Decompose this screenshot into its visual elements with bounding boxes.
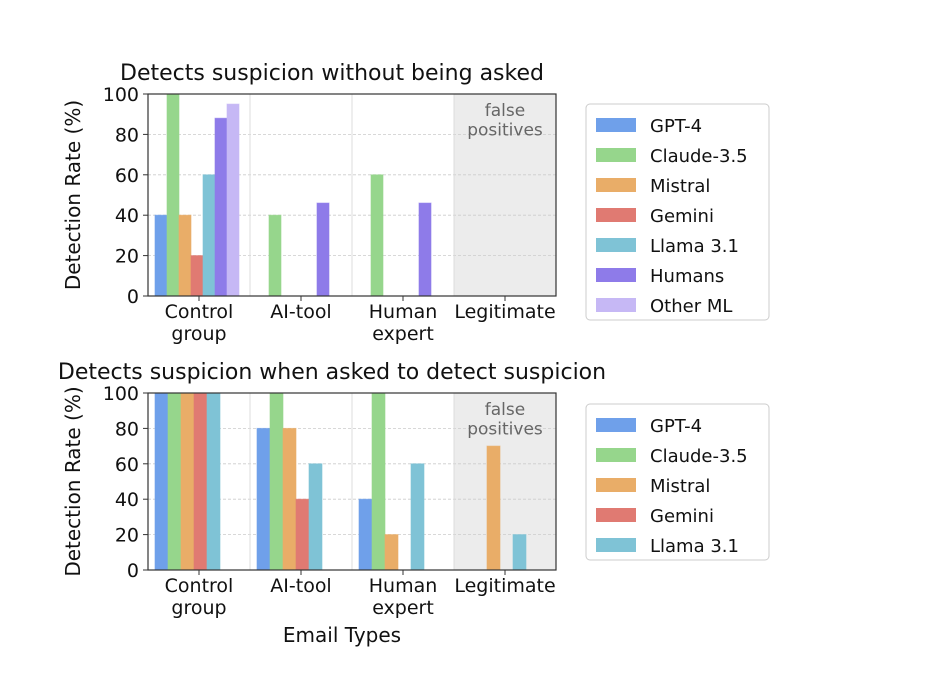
bar-mistral-2	[282, 427, 297, 571]
x-tick-label: Control group	[165, 301, 234, 345]
legend-label: Humans	[650, 266, 724, 287]
bar-llama-3-1-4	[512, 534, 527, 571]
y-tick-label: 20	[115, 246, 139, 268]
x-tick-label: Legitimate	[454, 301, 555, 323]
bar-llama-3-1-1	[202, 174, 216, 297]
y-axis-label: Detection Rate (%)	[61, 386, 85, 576]
bar-other-ml-1	[226, 103, 240, 297]
legend-label: Gemini	[650, 506, 714, 527]
bar-humans-2	[316, 202, 330, 297]
bar-gemini-2	[295, 498, 310, 571]
x-tick-label: AI-tool	[270, 301, 331, 323]
bar-mistral-1	[178, 214, 192, 297]
y-tick-label: 100	[103, 383, 139, 405]
legend-swatch	[596, 448, 636, 462]
legend-label: Other ML	[650, 296, 732, 317]
y-tick-label: 60	[115, 454, 139, 476]
legend-label: GPT-4	[650, 416, 702, 437]
legend-label: Claude-3.5	[650, 146, 748, 167]
y-tick-label: 0	[127, 560, 139, 582]
y-tick-label: 20	[115, 525, 139, 547]
chart-title: Detects suspicion without being asked	[120, 61, 544, 86]
y-tick-label: 60	[115, 165, 139, 187]
legend-swatch	[596, 418, 636, 432]
x-axis-label: Email Types	[283, 623, 401, 647]
bar-gemini-1	[190, 255, 204, 297]
legend-label: Gemini	[650, 206, 714, 227]
bar-claude-3-5-2	[269, 392, 284, 571]
bar-claude-3-5-2	[268, 214, 282, 297]
false-positive-region	[454, 393, 556, 570]
bar-gpt-4-1	[154, 392, 169, 571]
y-axis-label: Detection Rate (%)	[61, 100, 85, 290]
legend-swatch	[596, 268, 636, 282]
y-tick-label: 80	[115, 124, 139, 146]
legend-label: Llama 3.1	[650, 536, 739, 557]
legend-swatch	[596, 508, 636, 522]
legend-swatch	[596, 148, 636, 162]
bar-gpt-4-1	[154, 214, 168, 297]
x-tick-label: Human expert	[369, 301, 438, 345]
bar-gpt-4-2	[256, 427, 271, 571]
x-tick-label: Legitimate	[454, 575, 555, 597]
chart-1: false positives 0 20 40 60 80 100 Control group AI…	[61, 61, 770, 345]
bar-llama-3-1-3	[410, 463, 425, 571]
y-tick-label: 40	[115, 205, 139, 227]
bar-mistral-1	[180, 392, 195, 571]
legend: GPT-4 Claude-3.5 Mistral Gemini Llama 3.1	[585, 403, 770, 561]
bar-gemini-1	[193, 392, 208, 571]
bar-claude-3-5-1	[167, 392, 182, 571]
axes-frame	[147, 93, 557, 297]
legend-label: Claude-3.5	[650, 446, 748, 467]
x-tick-label: AI-tool	[270, 575, 331, 597]
false-positives-label: false positives	[467, 101, 543, 141]
legend-swatch	[596, 208, 636, 222]
legend-label: Mistral	[650, 476, 710, 497]
legend-label: GPT-4	[650, 116, 702, 137]
legend-swatch	[596, 118, 636, 132]
bar-gpt-4-3	[358, 498, 373, 571]
y-tick-label: 100	[103, 84, 139, 106]
false-positive-region	[454, 94, 556, 296]
y-tick-label: 80	[115, 418, 139, 440]
legend-swatch	[596, 238, 636, 252]
false-positives-label: false positives	[467, 400, 543, 440]
bar-humans-1	[214, 117, 228, 297]
legend-swatch	[596, 478, 636, 492]
legend-swatch	[596, 178, 636, 192]
legend-label: Mistral	[650, 176, 710, 197]
y-tick-label: 40	[115, 489, 139, 511]
chart-2: false positives 0 20 40 60 80 100 Control group AI…	[58, 360, 770, 647]
bar-llama-3-1-2	[308, 463, 323, 571]
bar-claude-3-5-3	[371, 392, 386, 571]
bar-llama-3-1-1	[206, 392, 221, 571]
legend-swatch	[596, 298, 636, 312]
bar-humans-3	[418, 202, 432, 297]
bar-claude-3-5-1	[166, 93, 180, 297]
y-tick-label: 0	[127, 286, 139, 308]
legend-swatch	[596, 538, 636, 552]
x-tick-label: Human expert	[369, 575, 438, 619]
legend: GPT-4 Claude-3.5 Mistral Gemini Llama 3.1 Hum…	[585, 103, 770, 321]
x-tick-label: Control group	[165, 575, 234, 619]
legend-label: Llama 3.1	[650, 236, 739, 257]
bar-mistral-4	[486, 445, 501, 571]
axes-frame	[147, 392, 557, 571]
bar-claude-3-5-3	[370, 174, 384, 297]
chart-title: Detects suspicion when asked to detect s…	[58, 360, 606, 385]
bar-mistral-3	[384, 534, 399, 571]
